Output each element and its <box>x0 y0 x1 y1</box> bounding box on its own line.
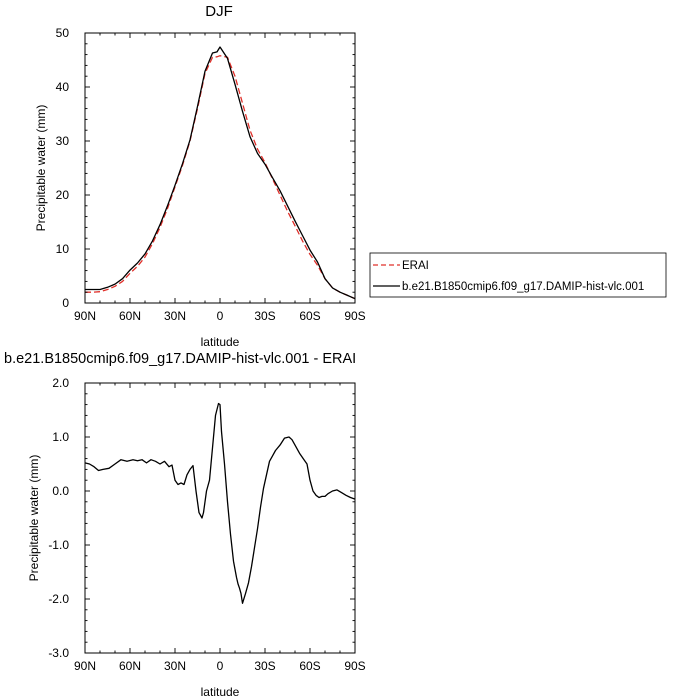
top-y-axis-label: Precipitable water (mm) <box>34 105 48 232</box>
bottom-x-tick-label: 30N <box>164 659 186 673</box>
top-series-layer <box>85 46 356 300</box>
bottom-x-tick-label: 90N <box>74 659 96 673</box>
legend: ERAI b.e21.B1850cmip6.f09_g17.DAMIP-hist… <box>369 252 667 298</box>
bottom-x-axis-label: latitude <box>201 685 240 699</box>
top-x-tick-label: 30S <box>254 309 275 323</box>
bottom-axes: 90N 60N 30N 0 30S 60S 90S -3.0 -2.0 -1.0 0.0 1.0 2.0 <box>48 376 365 673</box>
top-x-tick-label: 0 <box>217 309 224 323</box>
bottom-x-tick-label: 0 <box>217 659 224 673</box>
bottom-y-tick-label: -3.0 <box>48 646 69 660</box>
top-y-tick-label: 50 <box>56 26 70 40</box>
top-y-tick-label: 30 <box>56 134 70 148</box>
legend-label-model: b.e21.B1850cmip6.f09_g17.DAMIP-hist-vlc.… <box>402 281 644 293</box>
top-y-tick-label: 20 <box>56 188 70 202</box>
top-x-tick-label: 90N <box>74 309 96 323</box>
bottom-x-tick-label: 30S <box>254 659 275 673</box>
bottom-y-tick-label: 1.0 <box>52 430 69 444</box>
top-x-tick-label: 90S <box>344 309 365 323</box>
bottom-y-tick-label: 2.0 <box>52 376 69 390</box>
top-x-tick-label: 60S <box>299 309 320 323</box>
top-series-line-0 <box>85 55 356 300</box>
legend-box <box>369 252 667 298</box>
top-chart-title: DJF <box>205 3 233 20</box>
top-panel: DJF 90N 60N 30N 0 30S 60S 90S 0 10 20 30 40 50 latit… <box>34 3 366 349</box>
top-y-tick-label: 40 <box>56 80 70 94</box>
bottom-x-tick-label: 90S <box>344 659 365 673</box>
bottom-y-axis-label: Precipitable water (mm) <box>27 455 41 582</box>
top-plot-frame <box>84 32 356 304</box>
bottom-y-tick-label: 0.0 <box>52 484 69 498</box>
bottom-y-tick-label: -1.0 <box>48 538 69 552</box>
top-x-tick-label: 30N <box>164 309 186 323</box>
top-y-tick-label: 0 <box>62 296 69 310</box>
bottom-x-tick-label: 60N <box>119 659 141 673</box>
bottom-series-layer <box>84 402 356 604</box>
bottom-series-line-0 <box>84 402 356 604</box>
bottom-x-tick-label: 60S <box>299 659 320 673</box>
top-axes: 90N 60N 30N 0 30S 60S 90S 0 10 20 30 40 50 <box>56 26 366 323</box>
bottom-plot-frame <box>84 382 356 654</box>
top-x-axis-label: latitude <box>201 335 240 349</box>
legend-label-erai: ERAI <box>402 260 429 272</box>
top-x-tick-label: 60N <box>119 309 141 323</box>
bottom-panel: b.e21.B1850cmip6.f09_g17.DAMIP-hist-vlc.… <box>4 351 366 699</box>
top-y-tick-label: 10 <box>56 242 70 256</box>
top-series-line-1 <box>85 46 356 300</box>
bottom-chart-title: b.e21.B1850cmip6.f09_g17.DAMIP-hist-vlc.… <box>4 351 356 367</box>
bottom-y-tick-label: -2.0 <box>48 592 69 606</box>
